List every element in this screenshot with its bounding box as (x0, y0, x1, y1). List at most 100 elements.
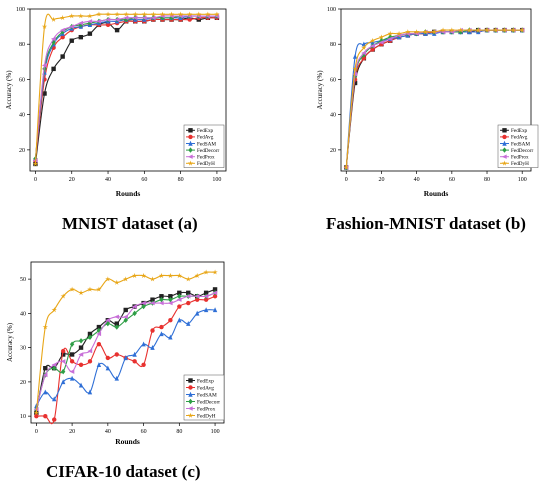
y-tick-label: 20 (19, 148, 25, 154)
series-fedavg (344, 27, 525, 170)
data-point (176, 272, 182, 278)
y-axis-label: Accuracy (%) (316, 70, 324, 110)
legend-label: FedExp (197, 128, 214, 134)
data-point (449, 27, 455, 33)
data-point (52, 396, 57, 402)
data-point (51, 39, 56, 46)
legend-marker (502, 147, 507, 153)
legend-label: FedExp (197, 378, 214, 384)
data-point (78, 20, 84, 26)
data-point (105, 17, 111, 22)
data-point (168, 296, 173, 303)
data-point (114, 321, 119, 326)
legend-label: FedExp (511, 128, 528, 134)
legend-label: FedProx (197, 406, 216, 412)
data-point (343, 164, 349, 170)
data-point (87, 334, 93, 341)
data-point (43, 389, 48, 395)
data-point (369, 43, 375, 49)
y-tick-label: 80 (19, 42, 25, 48)
data-point (32, 161, 39, 167)
legend-label: FedDyH (197, 161, 215, 167)
data-point (132, 15, 138, 21)
data-point (131, 304, 137, 309)
data-point (96, 331, 102, 337)
data-point (167, 272, 174, 278)
data-point (413, 29, 420, 35)
data-point (187, 17, 192, 22)
data-point (141, 362, 146, 367)
data-point (69, 369, 75, 374)
data-point (114, 17, 120, 22)
data-point (168, 294, 173, 299)
series-feddyh (33, 269, 218, 415)
x-tick-label: 20 (378, 177, 384, 183)
data-point (159, 331, 164, 337)
series-feddyh (343, 27, 525, 170)
x-tick-label: 0 (35, 429, 38, 435)
data-point (87, 19, 93, 24)
data-point (69, 286, 75, 292)
legend-label: FedDecorr (197, 148, 219, 154)
data-point (43, 413, 48, 419)
data-point (194, 272, 200, 278)
legend-marker (187, 412, 194, 418)
data-point (60, 352, 66, 357)
data-point (405, 29, 411, 35)
x-tick-label: 80 (178, 177, 184, 183)
data-point (114, 279, 120, 285)
data-point (352, 53, 358, 59)
data-point (132, 359, 137, 364)
data-point (69, 38, 74, 43)
data-point (150, 11, 157, 17)
x-tick-label: 20 (69, 177, 75, 183)
data-point (159, 324, 164, 330)
data-point (132, 351, 137, 357)
data-point (196, 11, 202, 17)
y-tick-label: 30 (20, 346, 26, 352)
x-tick-label: 100 (211, 429, 220, 435)
data-point (370, 39, 375, 45)
data-point (60, 368, 66, 375)
data-point (87, 286, 93, 292)
x-tick-label: 0 (34, 177, 37, 183)
x-tick-label: 100 (212, 177, 221, 183)
data-point (69, 24, 74, 29)
y-tick-label: 80 (330, 42, 336, 48)
data-point (50, 16, 57, 22)
plot-frame (29, 8, 227, 172)
chart-mnist: 0 20 40 60 80 100 20 40 60 80 100 Rounds Accuracy (%… (5, 7, 227, 198)
data-point (87, 13, 93, 19)
data-point (205, 11, 211, 17)
data-point (167, 300, 173, 306)
legend-marker (188, 134, 193, 140)
data-point (422, 29, 429, 35)
legend-label: FedAvg (197, 135, 214, 141)
data-point (352, 66, 358, 72)
data-point (78, 34, 84, 40)
legend-label: FedProx (197, 155, 215, 161)
x-tick-label: 20 (69, 429, 75, 435)
data-point (212, 287, 218, 292)
x-tick-label: 40 (105, 177, 111, 183)
data-point (370, 37, 376, 43)
legend-label: FedProx (511, 155, 529, 161)
legend-marker (501, 160, 508, 166)
legend-marker (188, 391, 193, 397)
data-point (69, 13, 75, 19)
data-point (42, 372, 48, 378)
data-point (105, 22, 111, 28)
data-point (168, 334, 173, 340)
y-tick-label: 20 (20, 380, 26, 386)
y-axis-label: Accuracy (%) (6, 322, 14, 362)
data-point (141, 11, 147, 17)
data-point (123, 276, 129, 282)
data-point (361, 56, 367, 61)
data-point (114, 352, 119, 357)
data-point (96, 286, 102, 292)
data-point (212, 294, 218, 299)
data-point (141, 303, 146, 310)
data-point (150, 328, 155, 333)
